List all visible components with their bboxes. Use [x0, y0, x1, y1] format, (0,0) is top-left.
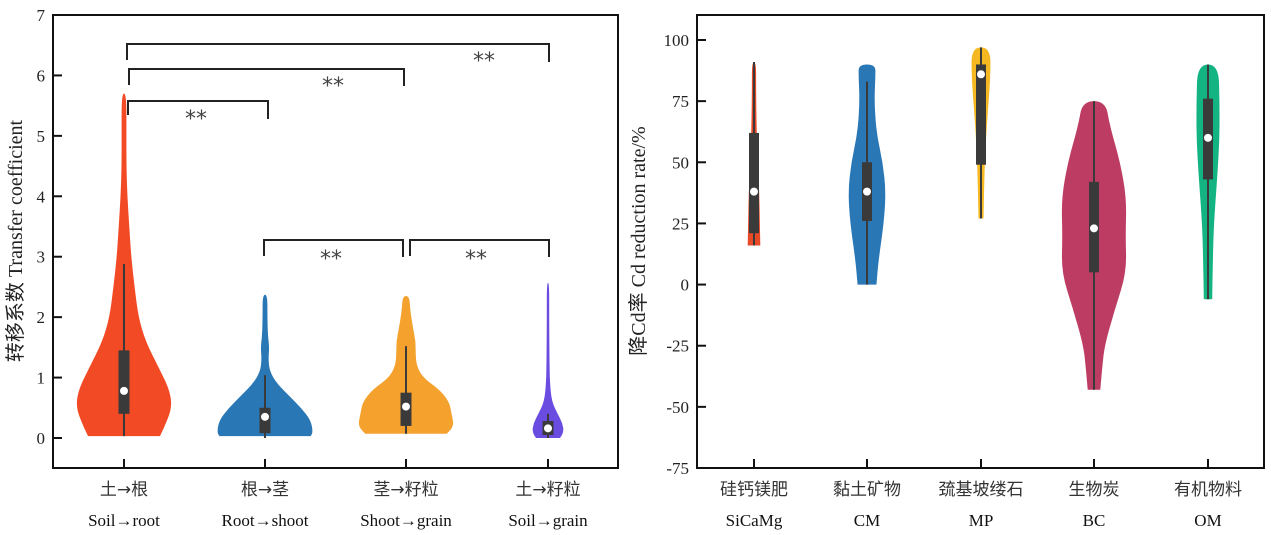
- median-dot: [750, 187, 758, 196]
- x-label-en: Shoot→grain: [360, 511, 452, 530]
- x-label-cn: 土→根: [100, 480, 148, 500]
- y-tick-label: 1: [37, 369, 46, 388]
- y-tick-label: 6: [37, 66, 46, 85]
- right-y-axis-title: 降Cd率 Cd reduction rate/%: [627, 126, 650, 355]
- x-label-en: Root→shoot: [222, 511, 309, 530]
- median-dot: [120, 386, 128, 395]
- x-label-en: Soil→root: [88, 511, 160, 530]
- x-label-en: SiCaMg: [726, 511, 783, 530]
- bracket-line: [126, 43, 550, 62]
- bracket-line: [128, 68, 405, 86]
- y-tick-label: 25: [672, 214, 689, 233]
- y-tick-label: 75: [672, 92, 689, 111]
- median-dot: [1090, 224, 1098, 233]
- median-dot: [544, 424, 552, 433]
- significance-bracket: **: [126, 43, 550, 74]
- left-violins: [76, 93, 564, 438]
- significance-bracket: **: [127, 100, 269, 132]
- x-label-cn: 生物炭: [1069, 480, 1120, 500]
- median-dot: [863, 187, 871, 196]
- significance-label: **: [185, 107, 207, 132]
- y-tick-label: 0: [37, 429, 46, 448]
- significance-bracket: **: [128, 68, 405, 99]
- x-label-en: MP: [969, 511, 994, 530]
- violin-soilgrain: [532, 282, 564, 438]
- x-label-en: BC: [1083, 511, 1106, 530]
- right-y-axis: 100 75 50 25 0 -25 -50 -75: [664, 31, 706, 478]
- iqr-box: [976, 64, 986, 165]
- violin-bc: [1061, 101, 1127, 390]
- left-x-axis: 土→根 Soil→root 根→茎 Root→shoot 茎→籽粒 Shoot→grain…: [88, 459, 588, 530]
- x-label-en: CM: [854, 511, 880, 530]
- violin-sicamg: [747, 62, 761, 246]
- x-label-cn: 巯基坡缕石: [939, 480, 1024, 500]
- y-tick-label: -75: [666, 459, 689, 478]
- left-y-axis-title: 转移系数 Transfer coefficient: [4, 119, 27, 362]
- median-dot: [977, 70, 985, 79]
- right-violin-panel: 100 75 50 25 0 -25 -50 -75 硅钙镁肥 SiCaMg 黏土矿物 CM 巯基坡缕…: [627, 14, 1265, 530]
- median-dot: [261, 412, 269, 421]
- y-tick-label: 3: [37, 248, 46, 267]
- significance-bracket: **: [409, 239, 550, 272]
- right-x-axis: 硅钙镁肥 SiCaMg 黏土矿物 CM 巯基坡缕石 MP 生物炭 BC 有机物料 OM: [720, 459, 1242, 530]
- x-label-cn: 硅钙镁肥: [720, 480, 788, 500]
- y-tick-label: 7: [37, 6, 46, 25]
- violin-om: [1196, 64, 1220, 300]
- y-tick-label: -25: [666, 337, 689, 356]
- violin-cm: [848, 64, 886, 285]
- x-label-cn: 根→茎: [241, 480, 289, 500]
- y-tick-label: -50: [666, 398, 689, 417]
- left-y-axis: 0 1 2 3 4 5 6 7: [37, 6, 62, 448]
- x-label-en: OM: [1194, 511, 1221, 530]
- bracket-line: [263, 239, 404, 257]
- median-dot: [1204, 133, 1212, 142]
- violin-body: [532, 282, 564, 438]
- left-violin-panel: 0 1 2 3 4 5 6 7 ** ** ** ** ** 土→根 Soil→root 根→茎 Root→…: [4, 6, 619, 530]
- median-dot: [402, 402, 410, 411]
- x-label-cn: 土→籽粒: [515, 480, 580, 500]
- bracket-line: [127, 100, 269, 119]
- violin-mp: [971, 47, 991, 219]
- x-label-cn: 黏土矿物: [833, 480, 901, 500]
- right-violins: [747, 47, 1220, 390]
- x-label-cn: 有机物料: [1174, 480, 1242, 500]
- left-plot-frame: [52, 14, 619, 469]
- significance-bracket: **: [263, 239, 404, 272]
- significance-label: **: [465, 247, 487, 272]
- significance-label: **: [320, 247, 342, 272]
- x-label-cn: 茎→籽粒: [373, 480, 438, 500]
- y-tick-label: 100: [664, 31, 690, 50]
- y-tick-label: 0: [681, 276, 690, 295]
- violin-shootgrain: [358, 295, 454, 434]
- significance-brackets: ** ** ** ** **: [126, 43, 550, 272]
- bracket-line: [409, 239, 550, 257]
- x-label-en: Soil→grain: [508, 511, 588, 530]
- y-tick-label: 4: [37, 187, 46, 206]
- y-tick-label: 5: [37, 127, 46, 146]
- significance-label: **: [473, 49, 495, 74]
- y-tick-label: 50: [672, 153, 689, 172]
- violin-rootshoot: [217, 294, 313, 438]
- significance-label: **: [322, 74, 344, 99]
- violin-soilroot: [76, 93, 172, 437]
- violin-body: [217, 294, 313, 437]
- iqr-box: [749, 132, 759, 234]
- y-tick-label: 2: [37, 308, 46, 327]
- iqr-box: [118, 350, 130, 414]
